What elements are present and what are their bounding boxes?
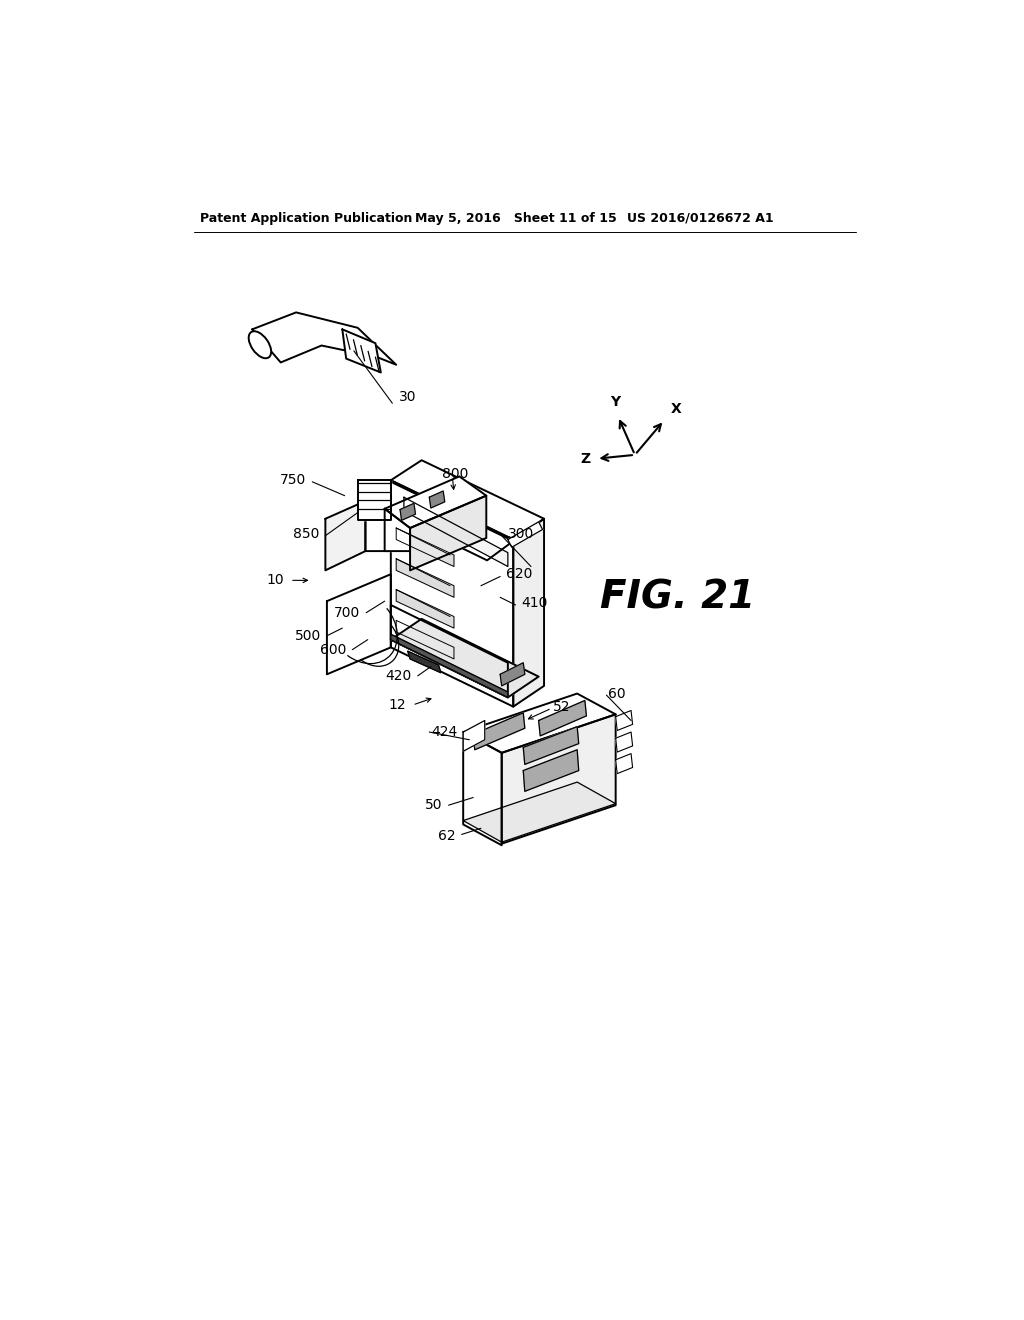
Text: 300: 300 <box>508 527 535 541</box>
Text: 10: 10 <box>267 573 285 587</box>
Polygon shape <box>615 733 633 752</box>
Text: 50: 50 <box>425 799 442 812</box>
Text: 620: 620 <box>506 568 532 581</box>
Polygon shape <box>473 713 524 750</box>
Text: 750: 750 <box>280 474 306 487</box>
Text: 30: 30 <box>398 391 416 404</box>
Polygon shape <box>463 693 615 752</box>
Polygon shape <box>615 754 633 774</box>
Text: 12: 12 <box>388 698 407 711</box>
Polygon shape <box>391 461 544 540</box>
Polygon shape <box>326 502 366 570</box>
Text: Y: Y <box>610 395 621 409</box>
Polygon shape <box>385 477 486 528</box>
Text: FIG. 21: FIG. 21 <box>600 578 755 616</box>
Polygon shape <box>508 521 543 548</box>
Polygon shape <box>396 620 454 659</box>
Text: X: X <box>671 403 681 416</box>
Text: 600: 600 <box>319 643 346 656</box>
Polygon shape <box>366 482 391 552</box>
Text: 424: 424 <box>431 725 457 739</box>
Text: 850: 850 <box>293 527 319 541</box>
Text: 410: 410 <box>521 597 548 610</box>
Polygon shape <box>385 508 410 552</box>
Polygon shape <box>327 574 391 675</box>
Polygon shape <box>391 635 508 697</box>
Polygon shape <box>391 480 513 706</box>
Polygon shape <box>252 313 396 364</box>
Polygon shape <box>391 605 508 697</box>
Text: 420: 420 <box>385 669 412 682</box>
Polygon shape <box>463 733 502 845</box>
Text: 62: 62 <box>438 829 456 843</box>
Text: 52: 52 <box>553 700 570 714</box>
Polygon shape <box>396 558 454 598</box>
Polygon shape <box>410 496 486 570</box>
Polygon shape <box>502 714 615 843</box>
Text: 800: 800 <box>442 467 469 480</box>
Polygon shape <box>615 710 633 730</box>
Text: 700: 700 <box>334 606 360 619</box>
Polygon shape <box>396 528 454 566</box>
Polygon shape <box>500 663 524 686</box>
Text: US 2016/0126672 A1: US 2016/0126672 A1 <box>628 213 774 224</box>
Polygon shape <box>463 721 484 751</box>
Polygon shape <box>391 619 539 697</box>
Polygon shape <box>513 519 544 706</box>
Polygon shape <box>429 491 444 508</box>
Text: 500: 500 <box>295 628 322 643</box>
Polygon shape <box>400 503 416 520</box>
Polygon shape <box>342 330 381 372</box>
Polygon shape <box>523 726 579 764</box>
Polygon shape <box>403 498 508 566</box>
Polygon shape <box>523 750 579 792</box>
Text: Z: Z <box>581 451 590 466</box>
Text: Patent Application Publication: Patent Application Publication <box>200 213 413 224</box>
Polygon shape <box>357 480 391 520</box>
Polygon shape <box>396 590 454 628</box>
Polygon shape <box>366 482 513 561</box>
Polygon shape <box>408 651 441 673</box>
Polygon shape <box>463 781 615 842</box>
Text: 60: 60 <box>608 686 626 701</box>
Polygon shape <box>539 701 587 737</box>
Ellipse shape <box>249 331 271 358</box>
Text: May 5, 2016   Sheet 11 of 15: May 5, 2016 Sheet 11 of 15 <box>416 213 617 224</box>
